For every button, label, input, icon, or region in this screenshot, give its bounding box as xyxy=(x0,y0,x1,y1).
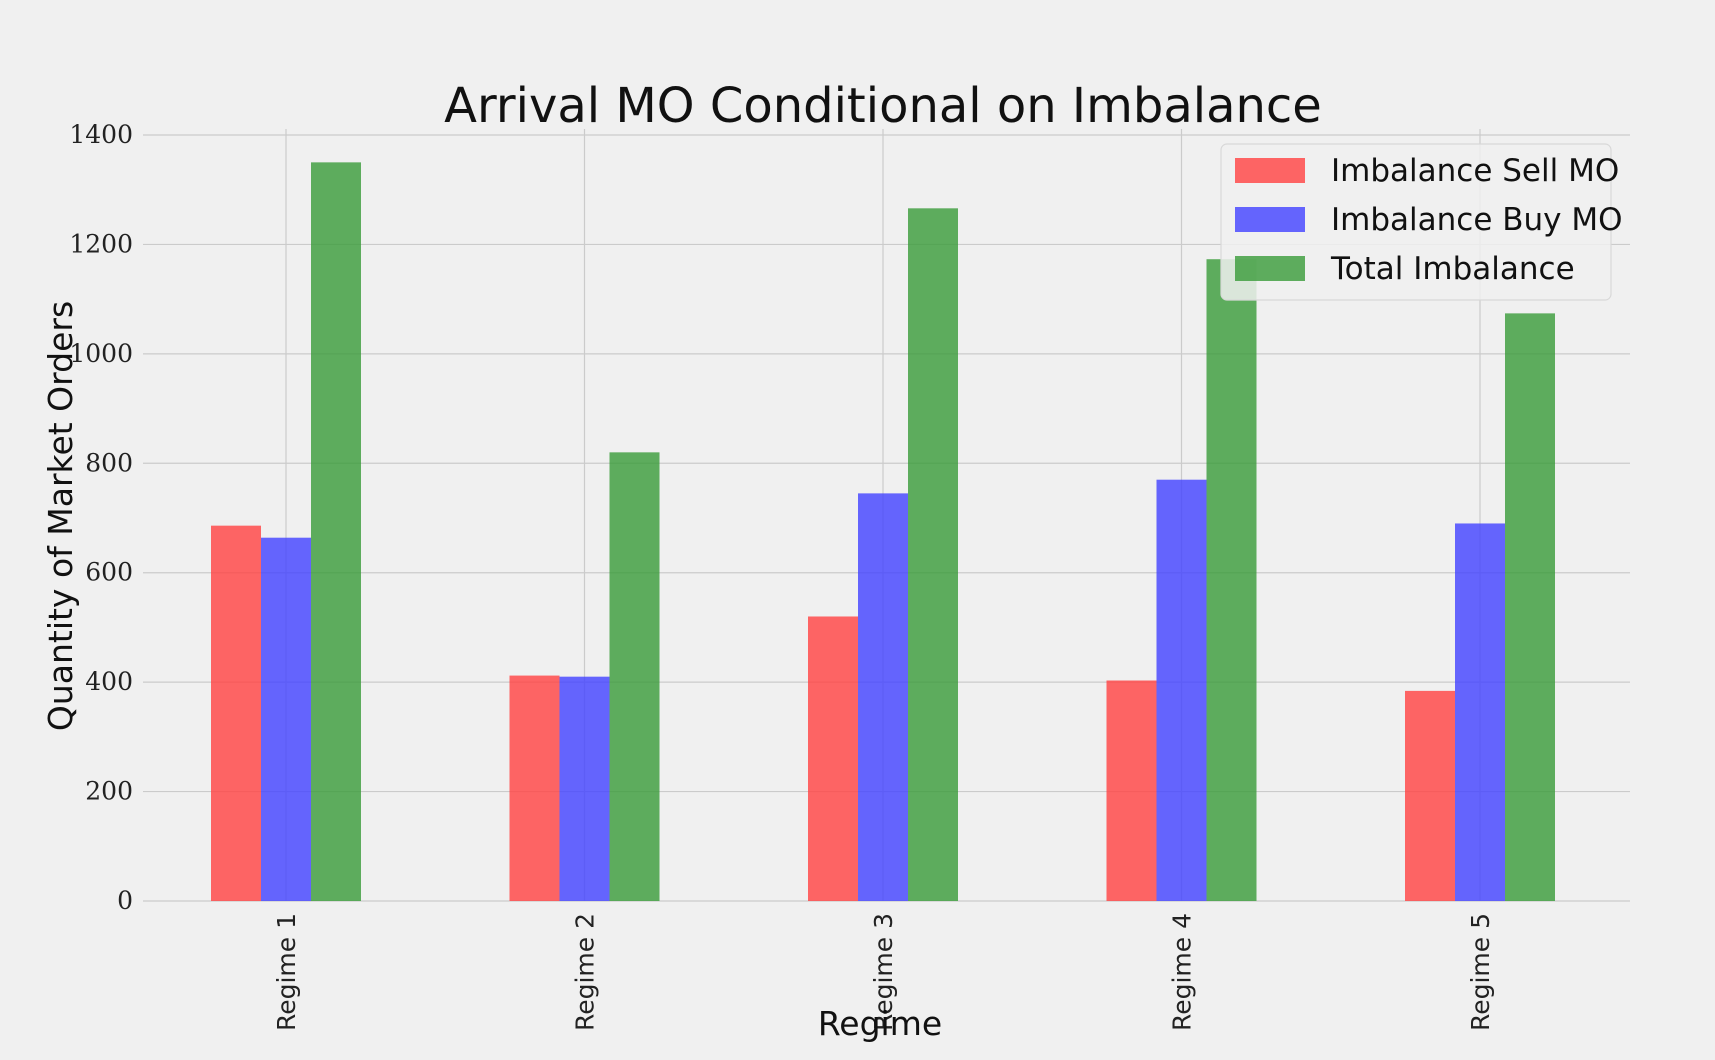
y-tick-label: 1400 xyxy=(69,120,133,149)
bars xyxy=(211,162,1555,902)
legend: Imbalance Sell MO Imbalance Buy MO Total I… xyxy=(1220,143,1623,301)
chart-title: Arrival MO Conditional on Imbalance xyxy=(444,78,1322,134)
y-axis-label: Quantity of Market Orders xyxy=(41,301,80,731)
y-tick-label: 0 xyxy=(117,886,133,915)
y-tick-label: 800 xyxy=(85,448,133,477)
bar-imbalance-buy-mo xyxy=(559,676,610,901)
y-tick-label: 1000 xyxy=(69,339,133,368)
bar-imbalance-buy-mo xyxy=(858,493,908,901)
legend-label: Imbalance Buy MO xyxy=(1331,202,1623,238)
bar-total-imbalance xyxy=(1505,313,1555,902)
legend-swatch xyxy=(1235,158,1305,183)
bar-imbalance-sell-mo xyxy=(509,675,560,901)
y-tick-label: 600 xyxy=(85,558,133,587)
x-tick-label: Regime 2 xyxy=(571,913,600,1031)
y-tick-label: 200 xyxy=(85,777,133,806)
legend-label: Imbalance Sell MO xyxy=(1331,153,1619,189)
bar-imbalance-buy-mo xyxy=(1455,523,1505,901)
x-tick-label: Regime 4 xyxy=(1168,913,1197,1031)
x-tick-label: Regime 5 xyxy=(1466,913,1495,1031)
y-tick-label: 1200 xyxy=(69,229,133,258)
bar-imbalance-sell-mo xyxy=(1106,680,1157,901)
legend-swatch xyxy=(1235,256,1305,281)
bar-total-imbalance xyxy=(1206,259,1257,901)
bar-imbalance-buy-mo xyxy=(1156,479,1207,901)
legend-swatch xyxy=(1235,207,1305,232)
bar-imbalance-sell-mo xyxy=(1405,690,1455,901)
bar-total-imbalance xyxy=(609,452,660,901)
legend-box xyxy=(1220,143,1612,301)
bar-imbalance-sell-mo xyxy=(211,525,261,901)
bar-imbalance-buy-mo xyxy=(261,537,311,901)
bar-imbalance-sell-mo xyxy=(808,616,858,901)
x-tick-labels: Regime 1 Regime 2 Regime 3 Regime 4 Regime 5 xyxy=(272,913,1495,1031)
y-tick-labels: 0 200 400 600 800 1000 1200 1400 xyxy=(69,120,133,915)
x-tick-label: Regime 1 xyxy=(272,913,301,1031)
legend-label: Total Imbalance xyxy=(1330,251,1575,287)
x-tick-label: Regime 3 xyxy=(869,913,898,1031)
bar-total-imbalance xyxy=(311,162,361,901)
x-axis-label: Regime xyxy=(818,1004,942,1043)
bar-total-imbalance xyxy=(908,208,958,901)
y-tick-label: 400 xyxy=(85,667,133,696)
